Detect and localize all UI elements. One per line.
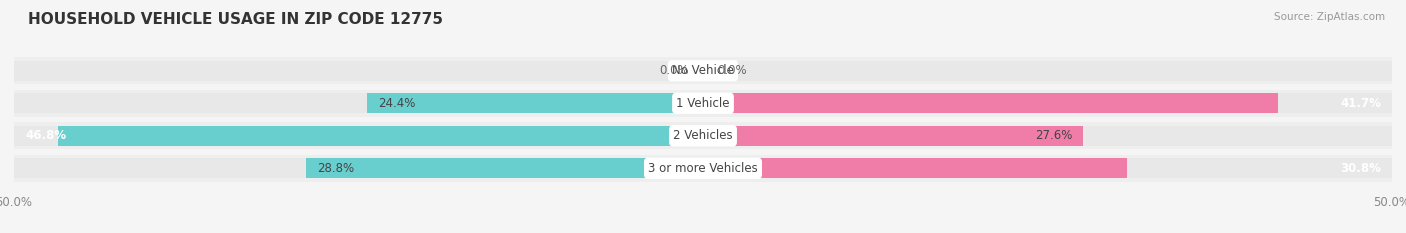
- Text: 1 Vehicle: 1 Vehicle: [676, 97, 730, 110]
- Text: 46.8%: 46.8%: [25, 129, 66, 142]
- Text: 28.8%: 28.8%: [318, 162, 354, 175]
- Bar: [14, 155, 1392, 182]
- Text: 2 Vehicles: 2 Vehicles: [673, 129, 733, 142]
- Text: Source: ZipAtlas.com: Source: ZipAtlas.com: [1274, 12, 1385, 22]
- Text: 27.6%: 27.6%: [1035, 129, 1073, 142]
- Bar: [14, 123, 1392, 149]
- Bar: [703, 126, 1083, 146]
- Bar: [703, 158, 1392, 178]
- Bar: [307, 158, 703, 178]
- Bar: [14, 90, 1392, 116]
- Bar: [14, 93, 703, 113]
- Bar: [703, 61, 1392, 81]
- Text: HOUSEHOLD VEHICLE USAGE IN ZIP CODE 12775: HOUSEHOLD VEHICLE USAGE IN ZIP CODE 1277…: [28, 12, 443, 27]
- Text: 24.4%: 24.4%: [378, 97, 415, 110]
- Bar: [58, 126, 703, 146]
- Bar: [703, 93, 1392, 113]
- Bar: [14, 158, 703, 178]
- Text: 41.7%: 41.7%: [1340, 97, 1381, 110]
- Bar: [703, 158, 1128, 178]
- Text: No Vehicle: No Vehicle: [672, 64, 734, 77]
- Bar: [703, 93, 1278, 113]
- Text: 0.0%: 0.0%: [717, 64, 747, 77]
- Text: 30.8%: 30.8%: [1340, 162, 1381, 175]
- Bar: [14, 61, 703, 81]
- Bar: [367, 93, 703, 113]
- Bar: [14, 58, 1392, 84]
- Text: 0.0%: 0.0%: [659, 64, 689, 77]
- Bar: [14, 126, 703, 146]
- Text: 3 or more Vehicles: 3 or more Vehicles: [648, 162, 758, 175]
- Bar: [703, 126, 1392, 146]
